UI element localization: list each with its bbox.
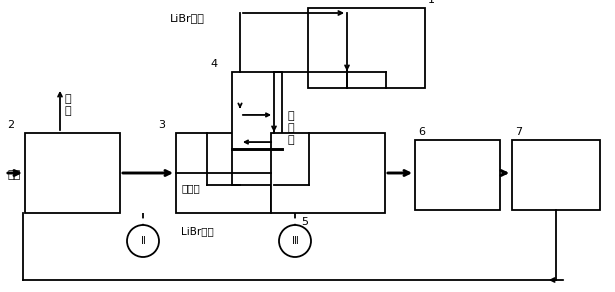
Text: 冷
媒
水: 冷 媒 水 bbox=[287, 112, 293, 145]
Text: LiBr溶液: LiBr溶液 bbox=[170, 13, 205, 23]
Text: 7: 7 bbox=[515, 127, 522, 137]
Text: 湿空气: 湿空气 bbox=[181, 183, 200, 193]
Text: 4: 4 bbox=[210, 59, 217, 69]
Bar bbox=[25, 133, 120, 213]
Text: 1: 1 bbox=[428, 0, 435, 5]
Text: Ⅲ: Ⅲ bbox=[292, 236, 298, 246]
Text: 3: 3 bbox=[158, 120, 165, 130]
Bar bbox=[308, 8, 425, 88]
Text: 2: 2 bbox=[7, 120, 14, 130]
Text: LiBr溶液: LiBr溶液 bbox=[181, 226, 214, 236]
Text: 排
风: 排 风 bbox=[64, 94, 71, 116]
Text: Ⅱ: Ⅱ bbox=[141, 236, 145, 246]
Bar bbox=[271, 133, 385, 213]
Text: 新风: 新风 bbox=[8, 170, 22, 180]
Bar bbox=[415, 140, 500, 210]
Bar bbox=[512, 140, 600, 210]
Bar bbox=[176, 133, 271, 213]
Text: 6: 6 bbox=[418, 127, 425, 137]
Text: 5: 5 bbox=[301, 217, 308, 227]
Circle shape bbox=[127, 225, 159, 257]
Bar bbox=[232, 72, 282, 185]
Circle shape bbox=[279, 225, 311, 257]
